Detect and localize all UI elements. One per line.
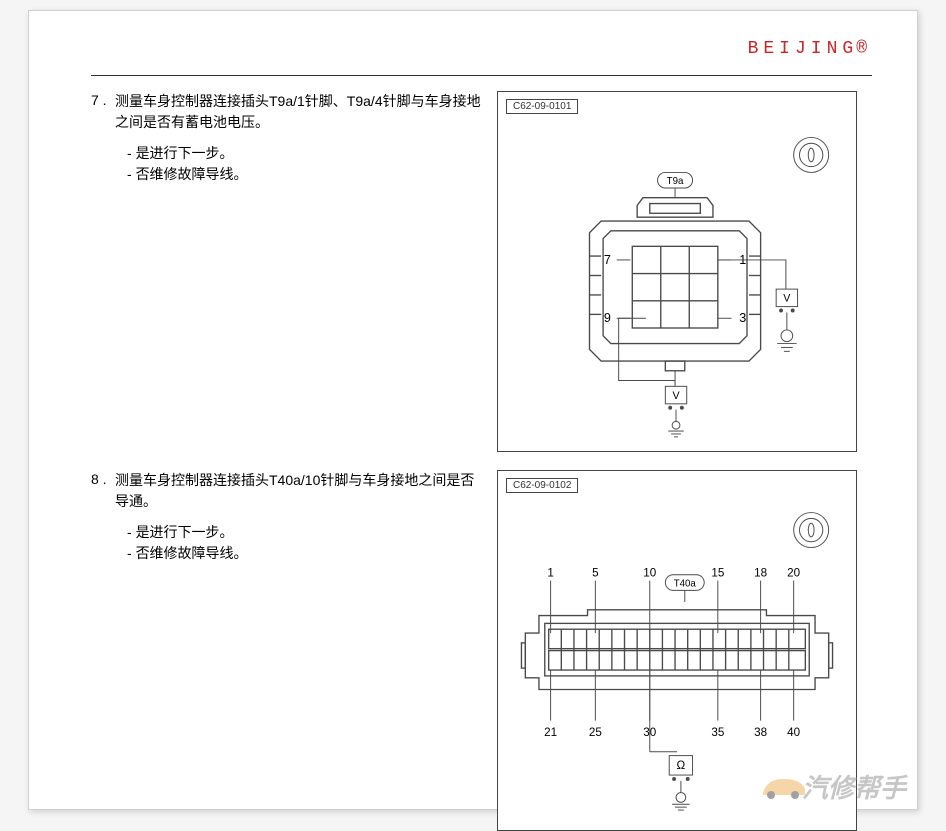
svg-text:20: 20: [787, 567, 800, 580]
ground-icon: [672, 792, 689, 809]
svg-text:18: 18: [754, 567, 767, 580]
svg-text:21: 21: [544, 726, 557, 739]
connector-label: T9a: [667, 176, 684, 187]
svg-text:35: 35: [711, 726, 724, 739]
voltmeter-icon: V: [776, 289, 797, 312]
svg-text:25: 25: [589, 726, 602, 739]
svg-text:40: 40: [787, 726, 800, 739]
pin-br: 3: [739, 311, 746, 325]
step-7: 7 . 测量车身控制器连接插头T9a/1针脚、T9a/4针脚与车身接地之间是否有…: [91, 91, 872, 452]
svg-text:1: 1: [547, 567, 553, 580]
svg-text:38: 38: [754, 726, 767, 739]
page: BEIJING® 7 . 测量车身控制器连接插头T9a/1针脚、T9a/4针脚与…: [28, 10, 918, 810]
diagram-code: C62-09-0102: [506, 478, 578, 493]
voltmeter-icon: V: [665, 386, 686, 409]
svg-text:10: 10: [643, 567, 656, 580]
brand-text: BEIJING: [748, 39, 859, 59]
ohmmeter-icon: Ω: [669, 755, 692, 780]
bullet-no: 否维修故障导线。: [127, 543, 485, 564]
ignition-icon: [794, 512, 829, 547]
svg-text:15: 15: [711, 567, 724, 580]
svg-text:V: V: [783, 293, 791, 305]
header-rule: [91, 75, 872, 76]
diagram-frame: C62-09-0101 T9a: [497, 91, 857, 452]
brand-logo: BEIJING®: [748, 39, 872, 59]
car-icon: [759, 771, 795, 795]
connector-label: T40a: [674, 578, 697, 589]
watermark-text: 汽修帮手: [802, 773, 906, 803]
step-bullets: 是进行下一步。 否维修故障导线。: [127, 143, 485, 185]
svg-text:Ω: Ω: [677, 759, 686, 772]
watermark: 汽修帮手: [759, 768, 906, 805]
diagram-7: C62-09-0101 T9a: [497, 91, 872, 452]
step-body: 测量车身控制器连接插头T40a/10针脚与车身接地之间是否导通。 是进行下一步。…: [115, 470, 485, 564]
step-8: 8 . 测量车身控制器连接插头T40a/10针脚与车身接地之间是否导通。 是进行…: [91, 470, 872, 831]
step-title: 测量车身控制器连接插头T9a/1针脚、T9a/4针脚与车身接地之间是否有蓄电池电…: [115, 91, 485, 133]
pin-tl: 7: [604, 253, 611, 267]
svg-text:5: 5: [592, 567, 598, 580]
bullet-no: 否维修故障导线。: [127, 164, 485, 185]
ignition-icon: [794, 137, 829, 172]
ground-icon: [777, 330, 796, 351]
step-title: 测量车身控制器连接插头T40a/10针脚与车身接地之间是否导通。: [115, 470, 485, 512]
step-bullets: 是进行下一步。 否维修故障导线。: [127, 522, 485, 564]
step-number: 8 .: [91, 470, 115, 487]
connector-t9a-svg: T9a: [502, 118, 852, 439]
brand-dot-icon: ®: [856, 39, 872, 59]
step-body: 测量车身控制器连接插头T9a/1针脚、T9a/4针脚与车身接地之间是否有蓄电池电…: [115, 91, 485, 185]
bullet-yes: 是进行下一步。: [127, 143, 485, 164]
bullet-yes: 是进行下一步。: [127, 522, 485, 543]
pin-bl: 9: [604, 311, 611, 325]
ground-icon: [668, 421, 684, 437]
diagram-code: C62-09-0101: [506, 99, 578, 114]
content-area: 7 . 测量车身控制器连接插头T9a/1针脚、T9a/4针脚与车身接地之间是否有…: [91, 91, 872, 789]
step-number: 7 .: [91, 91, 115, 108]
svg-text:V: V: [672, 390, 680, 402]
